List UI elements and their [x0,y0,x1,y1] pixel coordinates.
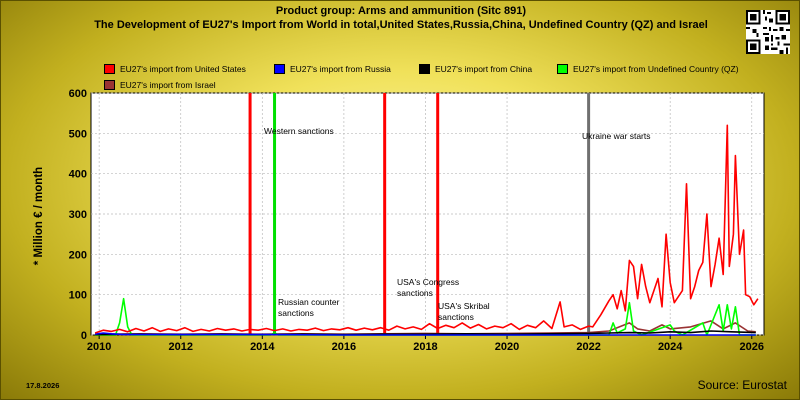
y-tick-label: 100 [69,290,87,302]
generated-date: 17.8.2026 [26,381,60,390]
legend-swatch [419,63,430,74]
legend-label: EU27's import from Russia [290,63,391,74]
chart-subtitle: The Development of EU27's Import from Wo… [94,19,708,31]
legend-item-israel: EU27's import from Israel [104,79,216,90]
x-tick-label: 2010 [87,341,111,353]
y-tick-label: 0 [81,330,87,342]
series-line [94,124,759,334]
y-tick-label: 300 [69,209,87,221]
legend-label: EU27's import from Undefined Country (QZ… [573,63,739,74]
x-tick-label: 2024 [658,341,683,353]
event-annotation: Russian counter sanctions [278,297,340,318]
y-tick-label: 400 [69,169,87,181]
event-annotation: Ukraine war starts [582,131,651,141]
legend-item-russia: EU27's import from Russia [274,63,391,74]
legend-item-united-states: EU27's import from United States [104,63,246,74]
legend-label: EU27's import from United States [120,63,246,74]
event-annotation: USA's Skribal sanctions [438,301,490,322]
legend-item-undefined-country: EU27's import from Undefined Country (QZ… [557,63,739,74]
y-tick-label: 600 [69,88,87,100]
y-tick-label: 500 [69,128,87,140]
event-annotation: USA's Congress sanctions [397,277,459,298]
legend-label: EU27's import from Israel [120,79,216,90]
legend-swatch [557,63,568,74]
x-tick-label: 2018 [413,341,437,353]
qr-code-icon [746,10,790,54]
legend-item-china: EU27's import from China [419,63,532,74]
x-tick-label: 2022 [576,341,600,353]
event-annotation: Western sanctions [264,126,334,136]
source-note: Source: Eurostat [697,378,787,392]
legend-label: EU27's import from China [435,63,533,74]
chart-title: Product group: Arms and ammunition (Sitc… [275,5,527,17]
legend-swatch [274,63,285,74]
legend-swatch [104,79,115,90]
x-tick-label: 2014 [250,341,275,353]
x-tick-label: 2016 [332,341,356,353]
y-tick-label: 200 [69,249,87,261]
legend-swatch [104,63,115,74]
x-tick-label: 2012 [168,341,192,353]
x-tick-label: 2020 [495,341,519,353]
x-tick-label: 2026 [740,341,764,353]
series-line [94,332,756,336]
